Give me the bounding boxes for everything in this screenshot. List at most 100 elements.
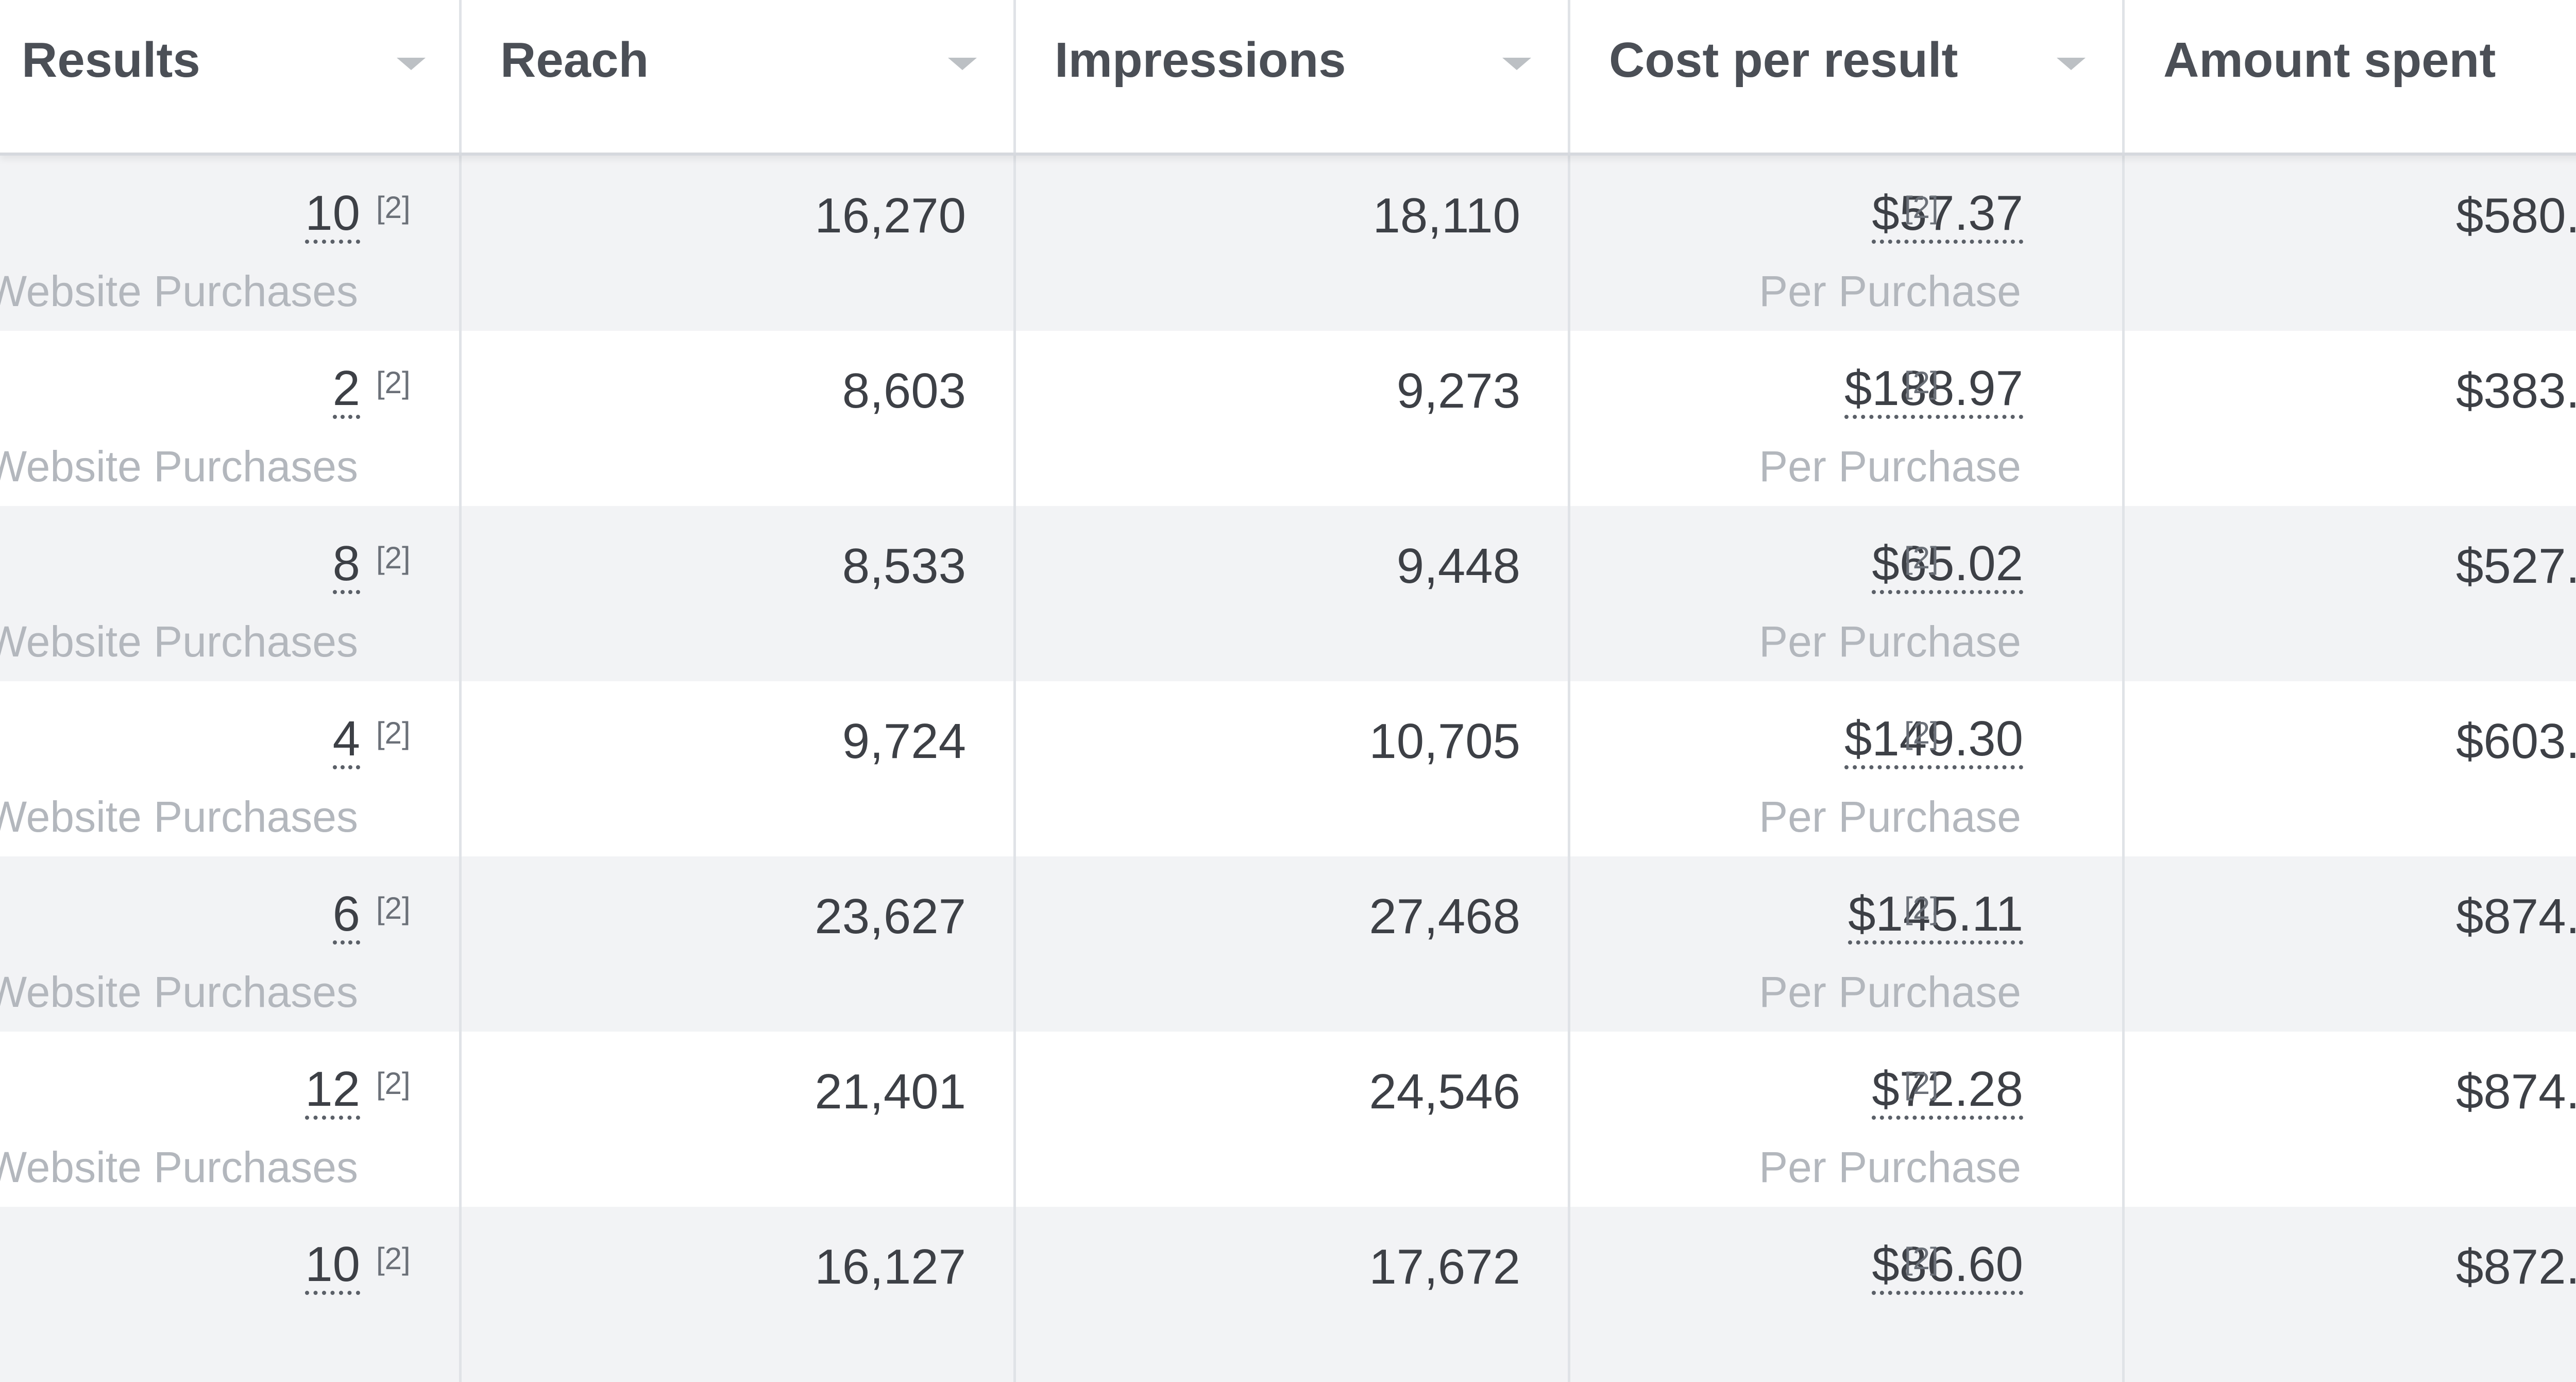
reach-value: 23,627 <box>815 889 966 944</box>
results-type-label: Website Purchases <box>0 267 358 315</box>
cost-per-result-value[interactable]: $145.11 <box>1848 888 2023 945</box>
results-cell: 2 [2] Website Purchases <box>0 331 462 506</box>
amount-spent-value: $874.87 <box>2455 889 2576 944</box>
column-header-results[interactable]: Results <box>0 0 462 153</box>
sort-caret-down-icon[interactable] <box>1502 58 1531 70</box>
amount-spent-value: $383.90 <box>2455 363 2576 418</box>
results-cell: 8 [2] Website Purchases <box>0 506 462 681</box>
table-row[interactable]: 8 [2] Website Purchases 8,533 9,448 $65.… <box>0 506 2576 681</box>
column-header-label: Results <box>22 32 200 88</box>
column-header-label: Reach <box>500 32 649 88</box>
reach-value: 8,603 <box>842 363 966 418</box>
cost-type-label: Per Purchase <box>1759 267 2021 315</box>
impressions-value: 9,448 <box>1396 538 1520 594</box>
reach-cell: 8,533 <box>462 506 1016 681</box>
reach-value: 8,533 <box>842 538 966 594</box>
results-type-label: Website Purchases <box>0 968 358 1016</box>
cost-type-label: Per Purchase <box>1759 1143 2021 1191</box>
cost-per-result-cell: $72.28 [2] Per Purchase <box>1570 1032 2125 1207</box>
footnote-marker: [2] <box>376 541 411 575</box>
table-row[interactable]: 10 [2] Website Purchases 16,270 18,110 $… <box>0 156 2576 331</box>
cost-per-result-value[interactable]: $149.30 <box>1844 713 2023 769</box>
impressions-cell: 18,110 <box>1016 156 1570 331</box>
table-row[interactable]: 12 [2] Website Purchases 21,401 24,546 $… <box>0 1032 2576 1207</box>
column-header-reach[interactable]: Reach <box>462 0 1016 153</box>
table-row[interactable]: 4 [2] Website Purchases 9,724 10,705 $14… <box>0 681 2576 856</box>
table-row[interactable]: 6 [2] Website Purchases 23,627 27,468 $1… <box>0 856 2576 1032</box>
amount-spent-cell: $527.09 <box>2125 506 2576 681</box>
cost-type-label: Per Purchase <box>1759 968 2021 1016</box>
results-value[interactable]: 12 <box>305 1063 360 1120</box>
column-header-label: Cost per result <box>1609 32 1958 88</box>
footnote-marker: [2] <box>1904 541 1939 575</box>
cost-per-result-cell: $57.37 [2] Per Purchase <box>1570 156 2125 331</box>
sort-caret-down-icon[interactable] <box>2057 58 2086 70</box>
table-row[interactable]: 2 [2] Website Purchases 8,603 9,273 $188… <box>0 331 2576 506</box>
reach-cell: 9,724 <box>462 681 1016 856</box>
impressions-cell: 27,468 <box>1016 856 1570 1032</box>
footnote-marker: [2] <box>1904 190 1939 225</box>
cost-per-result-value[interactable]: $86.60 <box>1872 1238 2023 1295</box>
reach-value: 16,127 <box>815 1239 966 1294</box>
column-header-cost-per-result[interactable]: Cost per result <box>1570 0 2125 153</box>
cost-per-result-cell: $188.97 [2] Per Purchase <box>1570 331 2125 506</box>
cost-per-result-cell: $65.02 [2] Per Purchase <box>1570 506 2125 681</box>
reach-value: 21,401 <box>815 1064 966 1119</box>
table-row[interactable]: 10 [2] 16,127 17,672 $86.60 [2] $872.83 <box>0 1207 2576 1382</box>
footnote-marker: [2] <box>376 891 411 925</box>
footnote-marker: [2] <box>376 1241 411 1276</box>
column-header-impressions[interactable]: Impressions <box>1016 0 1570 153</box>
results-cell: 10 [2] <box>0 1207 462 1382</box>
reach-value: 9,724 <box>842 714 966 769</box>
results-value[interactable]: 8 <box>332 537 360 594</box>
footnote-marker: [2] <box>376 716 411 750</box>
footnote-marker: [2] <box>1904 1066 1939 1101</box>
cost-per-result-cell: $86.60 [2] <box>1570 1207 2125 1382</box>
column-header-amount-spent[interactable]: Amount spent <box>2125 0 2576 153</box>
results-value[interactable]: 10 <box>305 1238 360 1295</box>
results-cell: 6 [2] Website Purchases <box>0 856 462 1032</box>
reach-cell: 23,627 <box>462 856 1016 1032</box>
results-value[interactable]: 10 <box>305 187 360 244</box>
results-type-label: Website Purchases <box>0 617 358 666</box>
cost-per-result-value[interactable]: $72.28 <box>1872 1063 2023 1120</box>
impressions-value: 24,546 <box>1369 1064 1520 1119</box>
cost-type-label: Per Purchase <box>1759 793 2021 841</box>
amount-spent-cell: $874.63 <box>2125 1032 2576 1207</box>
impressions-cell: 10,705 <box>1016 681 1570 856</box>
reach-cell: 8,603 <box>462 331 1016 506</box>
results-cell: 12 [2] Website Purchases <box>0 1032 462 1207</box>
results-value[interactable]: 2 <box>332 362 360 419</box>
results-type-label: Website Purchases <box>0 793 358 841</box>
impressions-value: 17,672 <box>1369 1239 1520 1294</box>
results-value[interactable]: 4 <box>332 713 360 769</box>
results-cell: 10 [2] Website Purchases <box>0 156 462 331</box>
cost-per-result-value[interactable]: $57.37 <box>1872 187 2023 244</box>
amount-spent-cell: $383.90 <box>2125 331 2576 506</box>
footnote-marker: [2] <box>1904 891 1939 925</box>
footnote-marker: [2] <box>1904 716 1939 750</box>
amount-spent-cell: $874.87 <box>2125 856 2576 1032</box>
footnote-marker: [2] <box>1904 1241 1939 1276</box>
amount-spent-value: $603.32 <box>2455 714 2576 769</box>
amount-spent-value: $580.14 <box>2455 188 2576 243</box>
footnote-marker: [2] <box>376 190 411 225</box>
impressions-cell: 24,546 <box>1016 1032 1570 1207</box>
cost-per-result-value[interactable]: $65.02 <box>1872 537 2023 594</box>
column-header-label: Impressions <box>1055 32 1346 88</box>
results-value[interactable]: 6 <box>332 888 360 945</box>
amount-spent-cell: $872.83 <box>2125 1207 2576 1382</box>
sort-caret-down-icon[interactable] <box>397 58 426 70</box>
sort-caret-down-icon[interactable] <box>948 58 977 70</box>
impressions-cell: 9,448 <box>1016 506 1570 681</box>
amount-spent-value: $872.83 <box>2455 1239 2576 1294</box>
amount-spent-cell: $603.32 <box>2125 681 2576 856</box>
cost-type-label: Per Purchase <box>1759 442 2021 491</box>
cost-per-result-value[interactable]: $188.97 <box>1844 362 2023 419</box>
reach-cell: 16,270 <box>462 156 1016 331</box>
impressions-cell: 17,672 <box>1016 1207 1570 1382</box>
footnote-marker: [2] <box>376 365 411 400</box>
cost-per-result-cell: $149.30 [2] Per Purchase <box>1570 681 2125 856</box>
table-header: Results Reach Impressions Cost per resul… <box>0 0 2576 156</box>
